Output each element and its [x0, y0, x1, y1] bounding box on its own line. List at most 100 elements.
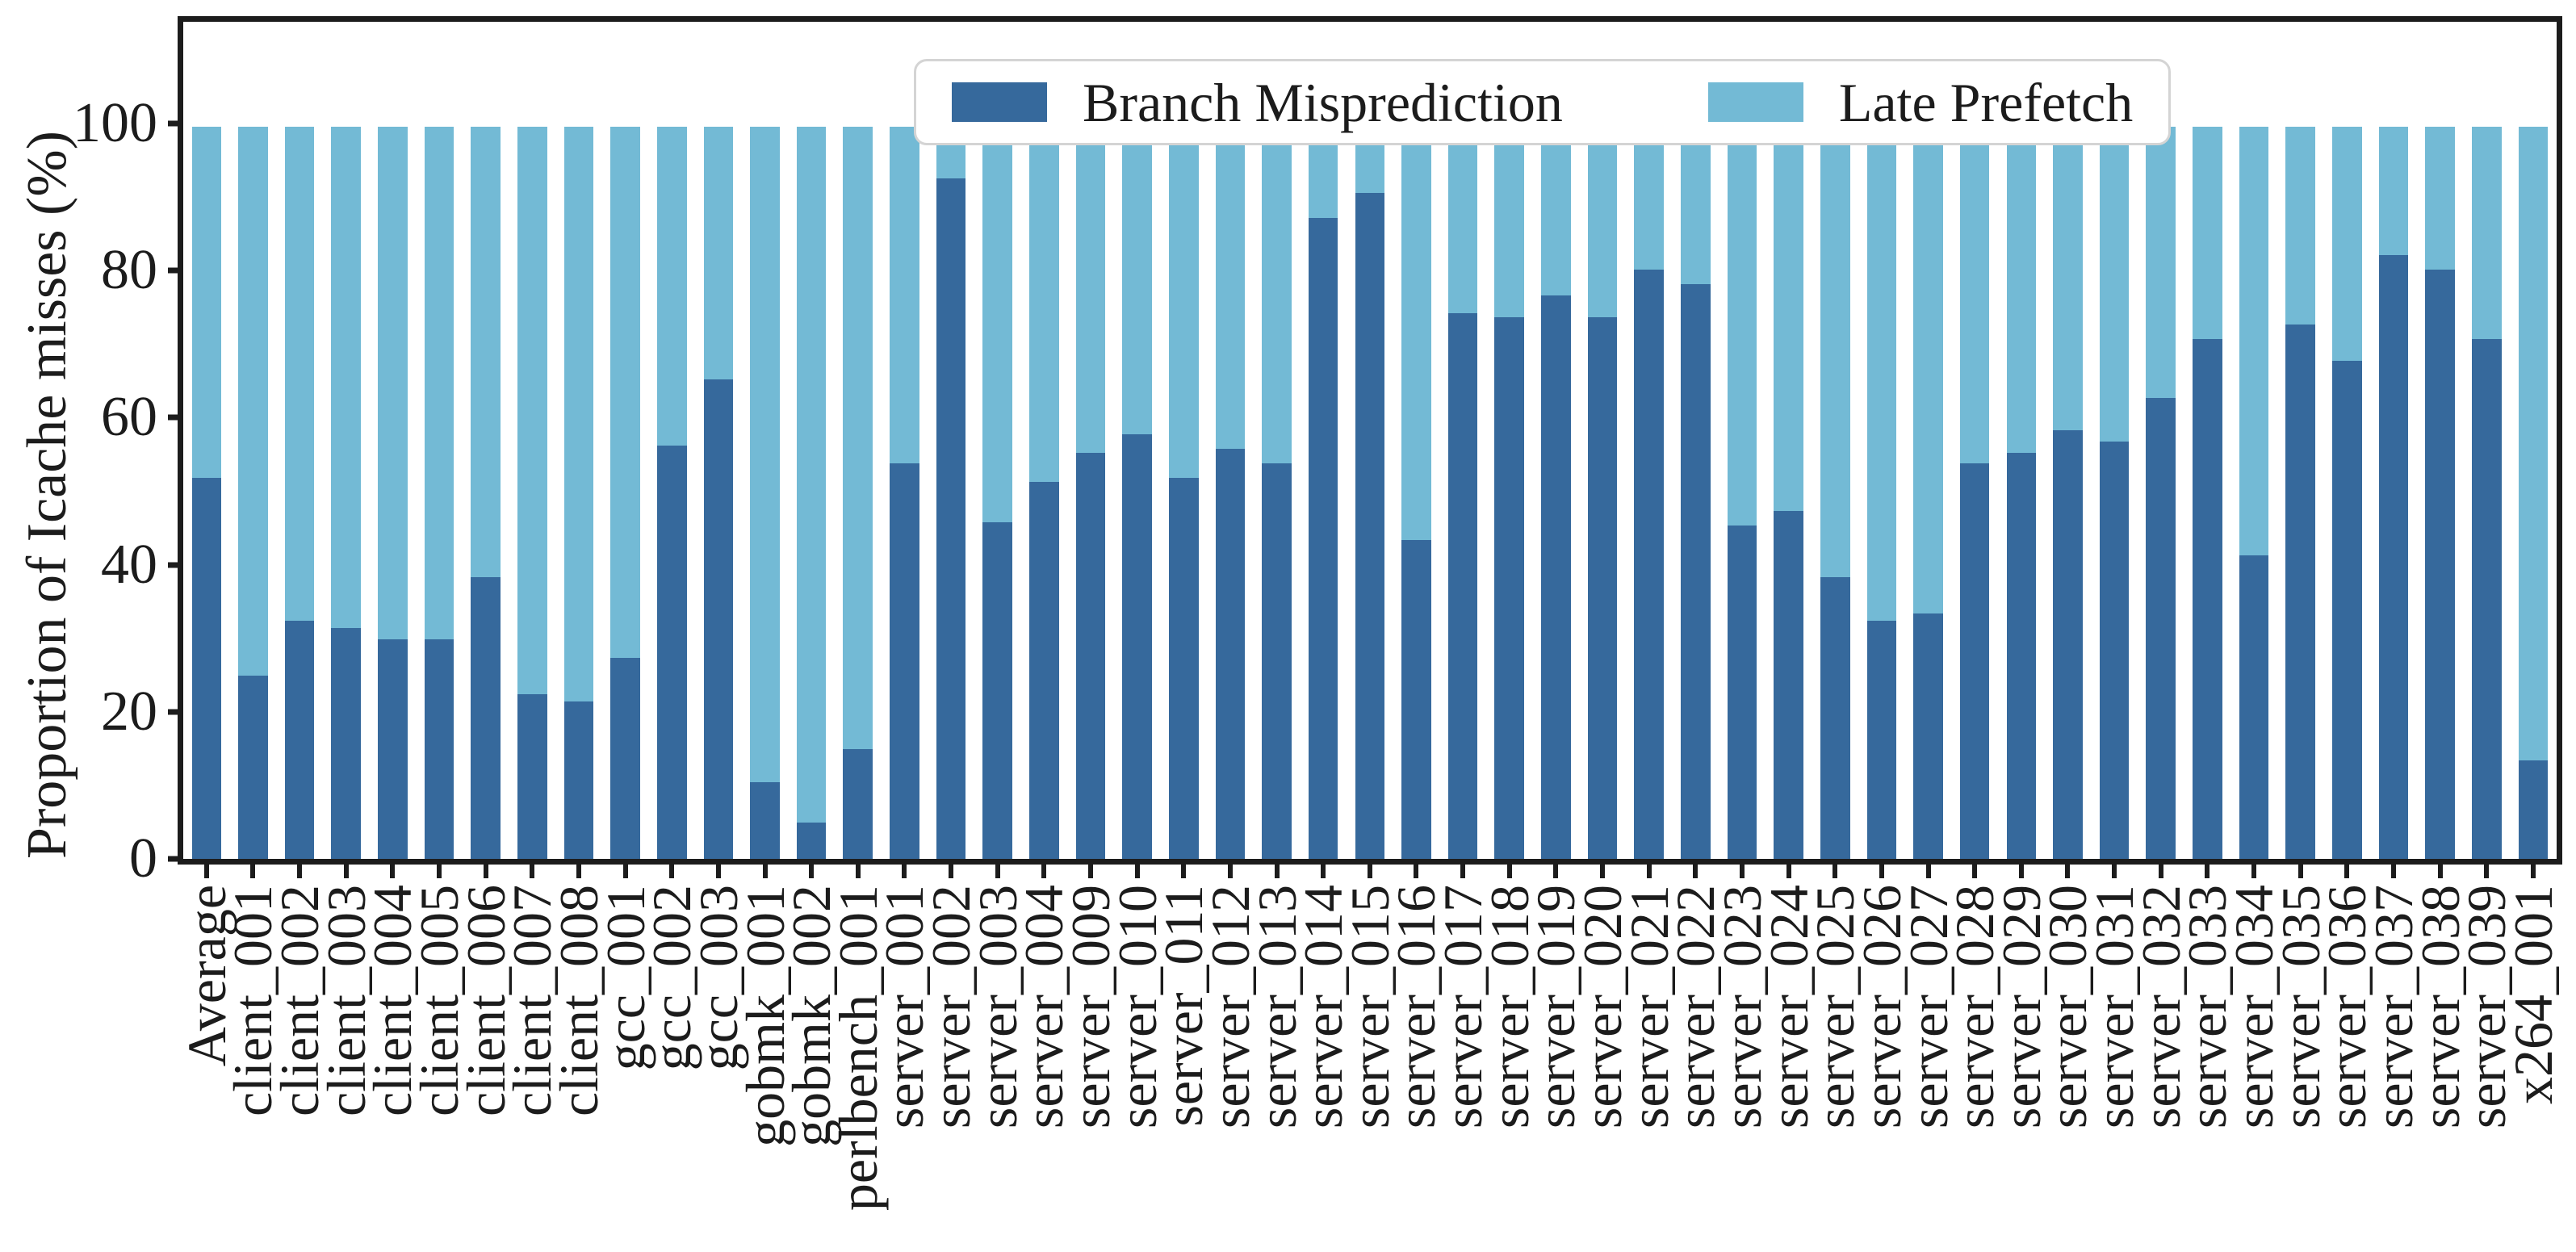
bar-slot: server_012: [1200, 22, 1261, 1128]
legend-swatch-branch-misprediction: [952, 82, 1047, 122]
x-tick: [2251, 865, 2256, 878]
bar-slot: server_019: [1525, 22, 1586, 1128]
bar-stack: [1541, 127, 1571, 859]
bar-segment-branch-misprediction: [1494, 316, 1525, 859]
bar-stack: [1494, 127, 1525, 859]
y-tick: [168, 562, 183, 568]
x-tick: [1274, 865, 1280, 878]
bar-stack: [191, 127, 222, 859]
bar-segment-late-prefetch: [331, 127, 362, 629]
bar-slot: server_003: [967, 22, 1028, 1128]
bar-segment-late-prefetch: [1959, 127, 1990, 464]
x-tick: [1693, 865, 1698, 878]
bar-segment-late-prefetch: [2193, 127, 2222, 340]
bar-stack: [1727, 127, 1757, 859]
bar-segment-branch-misprediction: [1447, 313, 1478, 859]
bar-stack: [2053, 127, 2083, 859]
x-tick: [1181, 865, 1187, 878]
bar-segment-branch-misprediction: [610, 657, 640, 859]
bar-segment-branch-misprediction: [1681, 284, 1711, 859]
bar-segment-late-prefetch: [1774, 127, 1803, 512]
x-tick: [2065, 865, 2071, 878]
bar-slot: client_001: [222, 22, 283, 1116]
x-tick: [622, 865, 628, 878]
bar-slot: server_025: [1804, 22, 1866, 1128]
bar-segment-late-prefetch: [1262, 127, 1292, 464]
bar-segment-branch-misprediction: [750, 781, 780, 859]
legend-entry-late-prefetch: Late Prefetch: [1707, 75, 2133, 130]
bar-segment-branch-misprediction: [2285, 324, 2315, 859]
bar-slot: server_017: [1432, 22, 1493, 1128]
x-tick: [1600, 865, 1606, 878]
x-tick: [1134, 865, 1140, 878]
x-tick: [1553, 865, 1559, 878]
bar-slot: server_027: [1898, 22, 1959, 1128]
bar-segment-branch-misprediction: [191, 478, 222, 859]
bar-stack: [890, 127, 919, 859]
bar-segment-branch-misprediction: [1587, 316, 1618, 859]
legend-swatch-late-prefetch: [1707, 82, 1803, 122]
x-tick: [2112, 865, 2117, 878]
bar-segment-branch-misprediction: [1122, 433, 1152, 859]
x-tick: [1367, 865, 1372, 878]
bar-stack: [1587, 127, 1618, 859]
x-tick: [250, 865, 256, 878]
bar-stack: [843, 127, 873, 859]
bar-segment-branch-misprediction: [982, 521, 1012, 859]
x-tick: [669, 865, 675, 878]
bar-segment-branch-misprediction: [796, 822, 827, 859]
bar-segment-branch-misprediction: [1215, 449, 1246, 859]
bar-slot: Average: [176, 22, 237, 1066]
bar-slot: client_008: [548, 22, 609, 1116]
legend: Branch Misprediction Late Prefetch: [914, 59, 2172, 145]
bar-segment-late-prefetch: [2471, 127, 2502, 340]
bar-stack: [2146, 127, 2176, 859]
bar-segment-branch-misprediction: [1308, 218, 1338, 859]
y-axis-title: Proportion of Icache misses (%): [16, 131, 78, 859]
bar-segment-late-prefetch: [1866, 127, 1897, 622]
bar-segment-branch-misprediction: [1075, 452, 1106, 859]
x-tick: [1460, 865, 1466, 878]
bar-segment-branch-misprediction: [2239, 555, 2269, 859]
bar-stack: [2099, 127, 2130, 859]
bar-stack: [1401, 127, 1431, 859]
bar-stack: [563, 127, 594, 859]
x-tick: [2344, 865, 2350, 878]
bar-segment-branch-misprediction: [2331, 361, 2362, 859]
bar-slot: server_022: [1665, 22, 1726, 1128]
bars-container: Average client_001 client_002 client_003 cli…: [176, 22, 2564, 1211]
bar-stack: [2378, 127, 2409, 859]
bar-segment-late-prefetch: [703, 127, 734, 379]
bar-segment-branch-misprediction: [517, 693, 547, 859]
bar-slot: server_038: [2410, 22, 2471, 1128]
y-tick: [168, 120, 183, 127]
x-tick: [1739, 865, 1745, 878]
bar-segment-branch-misprediction: [1959, 463, 1990, 859]
bar-segment-late-prefetch: [1681, 127, 1711, 285]
bar-segment-late-prefetch: [1215, 127, 1246, 450]
bar-slot: client_006: [455, 22, 517, 1116]
bar-slot: server_014: [1292, 22, 1354, 1128]
x-tick: [2205, 865, 2210, 878]
bar-slot: gobmk_001: [735, 22, 796, 1147]
bar-slot: server_033: [2176, 22, 2238, 1128]
bar-slot: server_028: [1944, 22, 2005, 1128]
bar-stack: [331, 127, 362, 859]
bar-slot: client_005: [408, 22, 470, 1116]
bar-segment-branch-misprediction: [2053, 430, 2083, 859]
bar-slot: perlbench_001: [827, 22, 889, 1211]
bar-stack: [424, 127, 454, 859]
bar-segment-branch-misprediction: [1168, 478, 1199, 859]
bar-slot: server_013: [1246, 22, 1308, 1128]
bar-segment-late-prefetch: [1029, 127, 1059, 482]
bar-stack: [1308, 127, 1338, 859]
bar-segment-late-prefetch: [2285, 127, 2315, 325]
x-tick: [809, 865, 815, 878]
bar-segment-branch-misprediction: [703, 379, 734, 859]
bar-stack: [1029, 127, 1059, 859]
bar-stack: [284, 127, 315, 859]
bar-stack: [703, 127, 734, 859]
bar-stack: [1262, 127, 1292, 859]
bar-slot: server_010: [1107, 22, 1168, 1128]
bar-segment-branch-misprediction: [1355, 192, 1385, 859]
